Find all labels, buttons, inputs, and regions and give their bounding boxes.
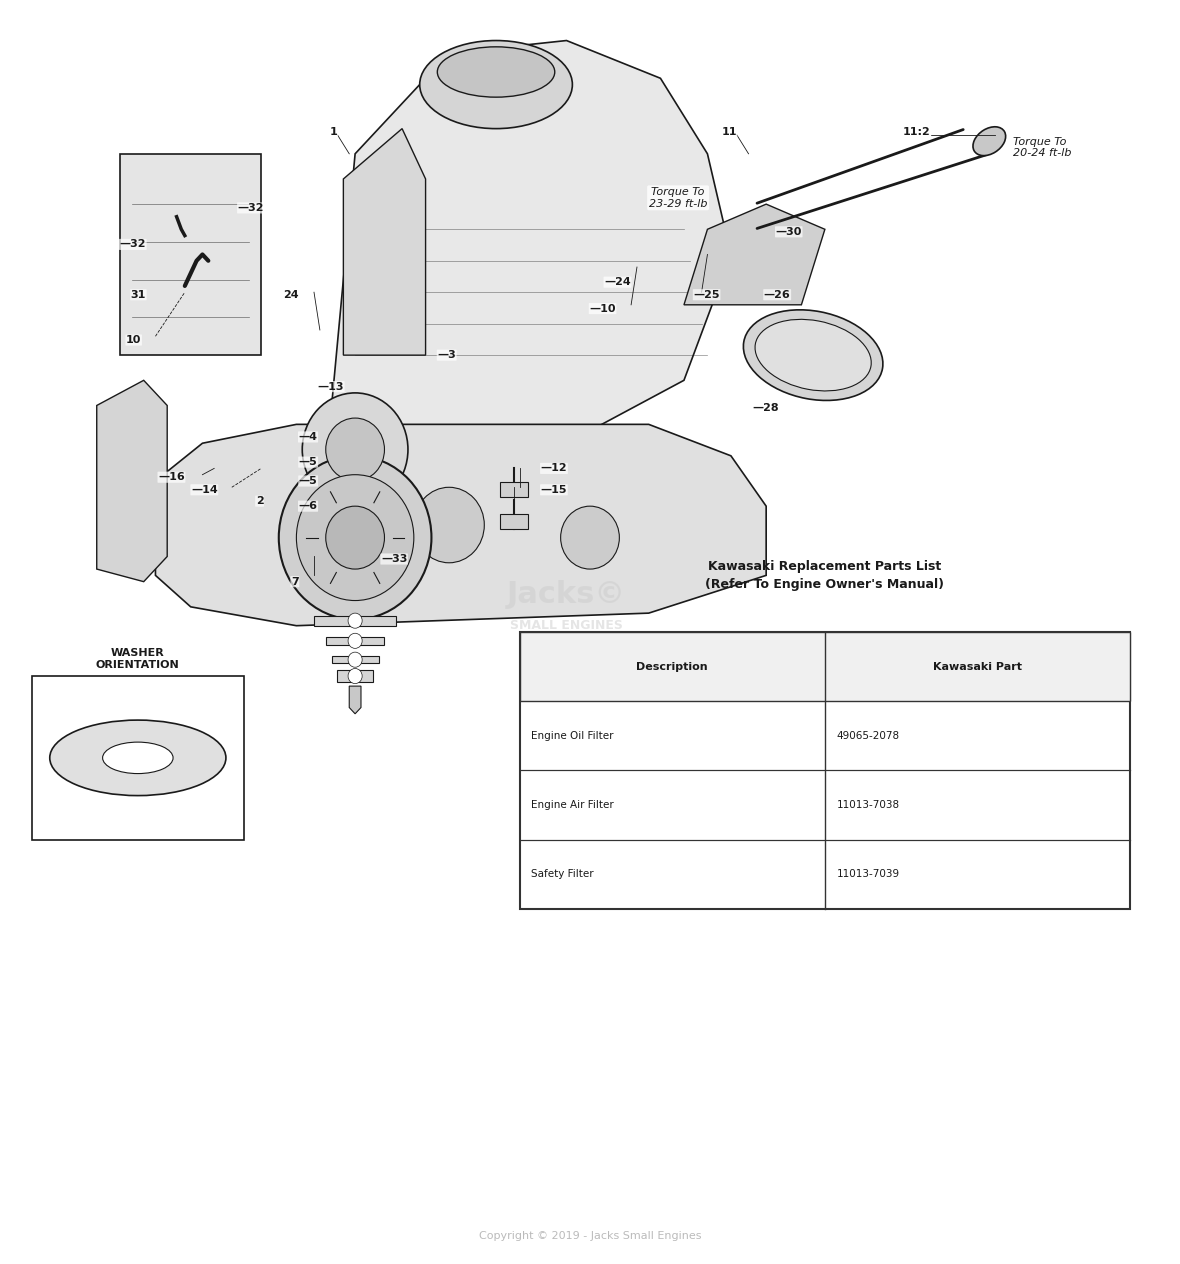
Text: —13: —13 bbox=[317, 382, 345, 392]
Text: 1: 1 bbox=[329, 128, 337, 138]
Text: —32: —32 bbox=[237, 204, 264, 212]
Text: 11: 11 bbox=[721, 128, 736, 138]
Text: —14: —14 bbox=[191, 485, 217, 494]
Ellipse shape bbox=[743, 310, 883, 401]
Text: Torque To
23-29 ft-lb: Torque To 23-29 ft-lb bbox=[649, 187, 707, 209]
FancyBboxPatch shape bbox=[326, 637, 385, 645]
Circle shape bbox=[348, 613, 362, 628]
Circle shape bbox=[302, 393, 408, 506]
Text: 11013-7039: 11013-7039 bbox=[837, 870, 900, 880]
Polygon shape bbox=[332, 40, 730, 444]
Polygon shape bbox=[684, 204, 825, 305]
Circle shape bbox=[348, 633, 362, 648]
Text: 7: 7 bbox=[291, 576, 299, 586]
FancyBboxPatch shape bbox=[314, 616, 396, 626]
Circle shape bbox=[348, 652, 362, 667]
Text: —5: —5 bbox=[299, 458, 317, 468]
Text: Description: Description bbox=[636, 661, 708, 671]
Text: —5: —5 bbox=[299, 477, 317, 485]
Text: Engine Oil Filter: Engine Oil Filter bbox=[531, 731, 614, 741]
Text: 2: 2 bbox=[256, 497, 263, 506]
Circle shape bbox=[414, 488, 484, 562]
Text: Kawasaki Replacement Parts List
(Refer To Engine Owner's Manual): Kawasaki Replacement Parts List (Refer T… bbox=[706, 560, 944, 590]
Text: 11013-7038: 11013-7038 bbox=[837, 800, 900, 810]
Text: 10: 10 bbox=[126, 335, 142, 345]
Ellipse shape bbox=[103, 742, 173, 774]
Polygon shape bbox=[349, 686, 361, 714]
Text: 11:2: 11:2 bbox=[903, 128, 931, 138]
Text: —6: —6 bbox=[299, 501, 317, 511]
Circle shape bbox=[560, 506, 620, 569]
FancyBboxPatch shape bbox=[332, 656, 379, 664]
Polygon shape bbox=[97, 380, 168, 581]
Text: Jacks©: Jacks© bbox=[507, 580, 627, 609]
Text: —4: —4 bbox=[299, 432, 317, 442]
Text: Kawasaki Part: Kawasaki Part bbox=[933, 661, 1022, 671]
Polygon shape bbox=[343, 129, 426, 355]
Text: —26: —26 bbox=[763, 289, 791, 300]
Text: Torque To
20-24 ft-lb: Torque To 20-24 ft-lb bbox=[1012, 137, 1071, 158]
FancyBboxPatch shape bbox=[499, 483, 527, 497]
Text: 24: 24 bbox=[283, 289, 299, 300]
Circle shape bbox=[348, 669, 362, 684]
FancyBboxPatch shape bbox=[519, 632, 1130, 909]
Ellipse shape bbox=[438, 47, 555, 97]
Circle shape bbox=[326, 506, 385, 569]
Text: —30: —30 bbox=[775, 226, 802, 236]
Text: —24: —24 bbox=[604, 277, 631, 287]
Text: —28: —28 bbox=[752, 403, 779, 413]
Ellipse shape bbox=[420, 40, 572, 129]
Text: —12: —12 bbox=[540, 464, 568, 474]
Text: Safety Filter: Safety Filter bbox=[531, 870, 594, 880]
FancyBboxPatch shape bbox=[499, 513, 527, 528]
Text: WASHER
ORIENTATION: WASHER ORIENTATION bbox=[96, 648, 179, 670]
Ellipse shape bbox=[974, 126, 1005, 155]
Text: —16: —16 bbox=[158, 473, 185, 482]
Polygon shape bbox=[156, 425, 766, 626]
Circle shape bbox=[278, 456, 432, 619]
Text: 31: 31 bbox=[131, 289, 146, 300]
Circle shape bbox=[296, 475, 414, 600]
Text: —33: —33 bbox=[381, 554, 407, 564]
Text: Engine Air Filter: Engine Air Filter bbox=[531, 800, 614, 810]
Text: —15: —15 bbox=[540, 485, 568, 494]
Text: SMALL ENGINES: SMALL ENGINES bbox=[510, 619, 623, 632]
Text: —32: —32 bbox=[119, 239, 146, 249]
Text: 49065-2078: 49065-2078 bbox=[837, 731, 900, 741]
Ellipse shape bbox=[755, 320, 871, 391]
Text: —3: —3 bbox=[438, 350, 457, 360]
Ellipse shape bbox=[50, 720, 225, 795]
FancyBboxPatch shape bbox=[519, 632, 1130, 702]
Text: —25: —25 bbox=[694, 289, 720, 300]
Text: —10: —10 bbox=[589, 303, 616, 313]
FancyBboxPatch shape bbox=[337, 670, 373, 683]
FancyBboxPatch shape bbox=[120, 154, 261, 355]
Text: Copyright © 2019 - Jacks Small Engines: Copyright © 2019 - Jacks Small Engines bbox=[479, 1231, 701, 1241]
Circle shape bbox=[302, 499, 361, 562]
Circle shape bbox=[326, 418, 385, 482]
